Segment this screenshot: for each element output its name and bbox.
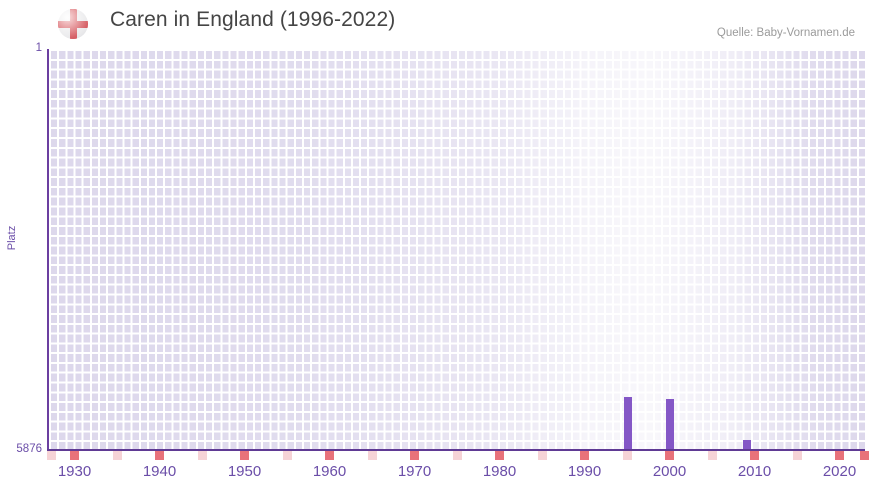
chart-header: Caren in England (1996-2022) Quelle: Bab… <box>0 0 873 46</box>
x-tick-1930 <box>70 451 79 460</box>
x-tick-1990 <box>580 451 589 460</box>
x-tick-edge <box>47 451 56 460</box>
bar-2009[interactable] <box>742 440 751 450</box>
x-axis-label-2020: 2020 <box>822 463 857 480</box>
x-tick-2020 <box>835 451 844 460</box>
x-axis-label-1950: 1950 <box>227 463 262 480</box>
x-axis-label-1990: 1990 <box>567 463 602 480</box>
plot-gridlines <box>49 49 865 450</box>
x-tick-minor-1945 <box>197 451 207 460</box>
x-axis-label-1970: 1970 <box>397 463 432 480</box>
x-tick-minor-1995 <box>622 451 632 460</box>
x-tick-minor-1965 <box>367 451 377 460</box>
england-flag-icon <box>58 9 88 39</box>
x-tick-1980 <box>495 451 504 460</box>
y-axis-title: Platz <box>6 225 18 251</box>
x-tick-minor-1935 <box>112 451 122 460</box>
x-axis-label-1960: 1960 <box>312 463 347 480</box>
x-tick-1950 <box>240 451 249 460</box>
x-tick-minor-1985 <box>537 451 547 460</box>
x-tick-2010 <box>750 451 759 460</box>
x-axis-label-1930: 1930 <box>57 463 92 480</box>
bar-1995[interactable] <box>623 397 632 450</box>
x-axis-label-2010: 2010 <box>737 463 772 480</box>
bar-2000[interactable] <box>666 399 674 450</box>
x-axis-label-1940: 1940 <box>142 463 177 480</box>
flag-cross-vertical <box>69 9 77 39</box>
x-tick-1960 <box>325 451 334 460</box>
source-label: Quelle: Baby-Vornamen.de <box>716 27 855 39</box>
chart-title: Caren in England (1996-2022) <box>110 8 396 31</box>
x-tick-1940 <box>155 451 164 460</box>
x-tick-minor-2015 <box>792 451 802 460</box>
x-tick-1970 <box>410 451 419 460</box>
x-axis-label-1980: 1980 <box>482 463 517 480</box>
x-tick-minor-1955 <box>282 451 292 460</box>
x-axis-label-2000: 2000 <box>652 463 687 480</box>
x-axis-line <box>47 449 865 451</box>
x-tick-minor-2005 <box>707 451 717 460</box>
y-axis-bottom-label: 5876 <box>16 443 42 455</box>
y-axis-line <box>47 49 49 451</box>
x-tick-edge <box>860 451 869 460</box>
x-tick-2000 <box>665 451 674 460</box>
plot-area <box>49 49 865 450</box>
x-tick-minor-1975 <box>452 451 462 460</box>
y-axis-top-label: 1 <box>35 42 42 54</box>
